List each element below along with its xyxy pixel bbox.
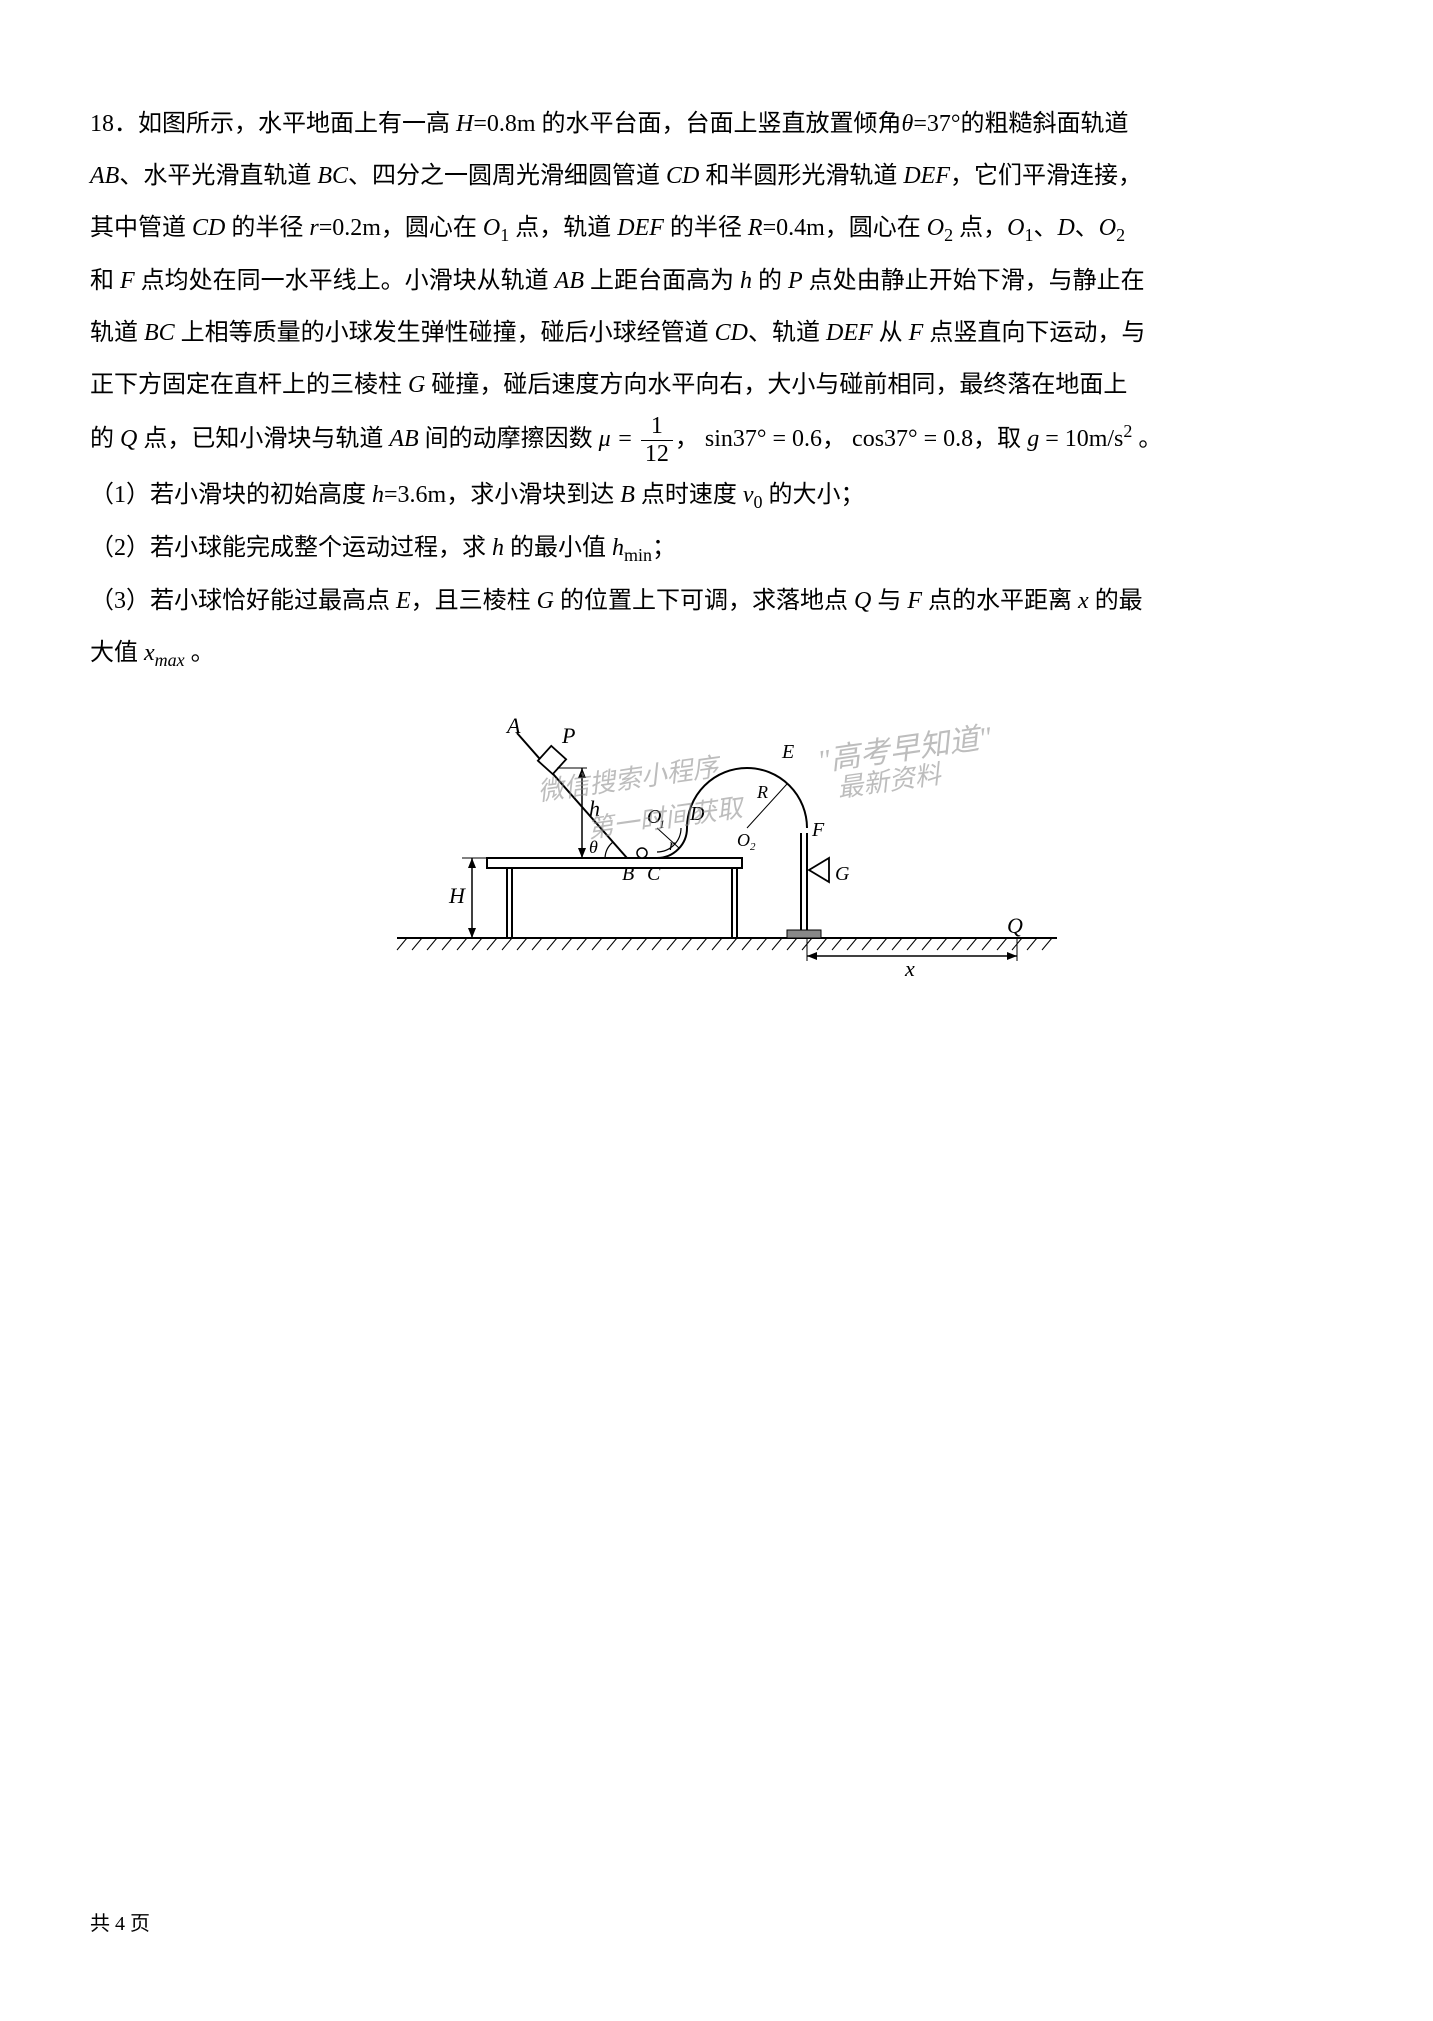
svg-text:G: G (835, 863, 850, 885)
svg-text:x: x (904, 956, 915, 978)
svg-text:E: E (781, 741, 794, 763)
diagram-container: H θ A P h B C (90, 698, 1343, 995)
page-footer: 共 4 页 (90, 1907, 150, 1936)
line-4: 和 F 点均处在同一水平线上。小滑块从轨道 AB 上距台面高为 h 的 P 点处… (90, 257, 1343, 305)
problem-body: 18．如图所示，水平地面上有一高 H=0.8m 的水平台面，台面上竖直放置倾角θ… (90, 100, 1343, 995)
svg-text:A: A (505, 713, 521, 738)
line-6: 正下方固定在直杆上的三棱柱 G 碰撞，碰后速度方向水平向右，大小与碰前相同，最终… (90, 361, 1343, 409)
svg-text:r: r (669, 837, 676, 854)
physics-diagram: H θ A P h B C (357, 698, 1077, 995)
svg-text:R: R (756, 782, 768, 802)
line-1: 18．如图所示，水平地面上有一高 H=0.8m 的水平台面，台面上竖直放置倾角θ… (90, 100, 1343, 148)
svg-text:B: B (622, 863, 634, 885)
svg-text:Q: Q (1007, 913, 1023, 938)
diagram-svg: H θ A P h B C (357, 698, 1077, 978)
svg-text:H: H (448, 883, 466, 908)
fraction: 112 (641, 413, 673, 467)
svg-text:θ: θ (589, 837, 598, 857)
svg-text:h: h (589, 796, 600, 821)
question-2: （2）若小球能完成整个运动过程，求 h 的最小值 hmin； (90, 524, 1343, 573)
question-3b: 大值 xmax 。 (90, 629, 1343, 678)
svg-text:1: 1 (659, 817, 665, 831)
svg-text:O: O (737, 830, 750, 850)
svg-text:C: C (647, 863, 661, 885)
svg-text:P: P (561, 723, 575, 748)
question-1: （1）若小滑块的初始高度 h=3.6m，求小滑块到达 B 点时速度 v0 的大小… (90, 471, 1343, 520)
problem-number: 18． (90, 111, 138, 137)
line-2: AB、水平光滑直轨道 BC、四分之一圆周光滑细圆管道 CD 和半圆形光滑轨道 D… (90, 152, 1343, 200)
question-3: （3）若小球恰好能过最高点 E，且三棱柱 G 的位置上下可调，求落地点 Q 与 … (90, 577, 1343, 625)
line-5: 轨道 BC 上相等质量的小球发生弹性碰撞，碰后小球经管道 CD、轨道 DEF 从… (90, 309, 1343, 357)
svg-text:F: F (811, 819, 825, 841)
line-7: 的 Q 点，已知小滑块与轨道 AB 间的动摩擦因数 μ = 112， sin37… (90, 413, 1343, 467)
line-3: 其中管道 CD 的半径 r=0.2m，圆心在 O1 点，轨道 DEF 的半径 R… (90, 204, 1343, 253)
svg-text:2: 2 (750, 841, 756, 853)
